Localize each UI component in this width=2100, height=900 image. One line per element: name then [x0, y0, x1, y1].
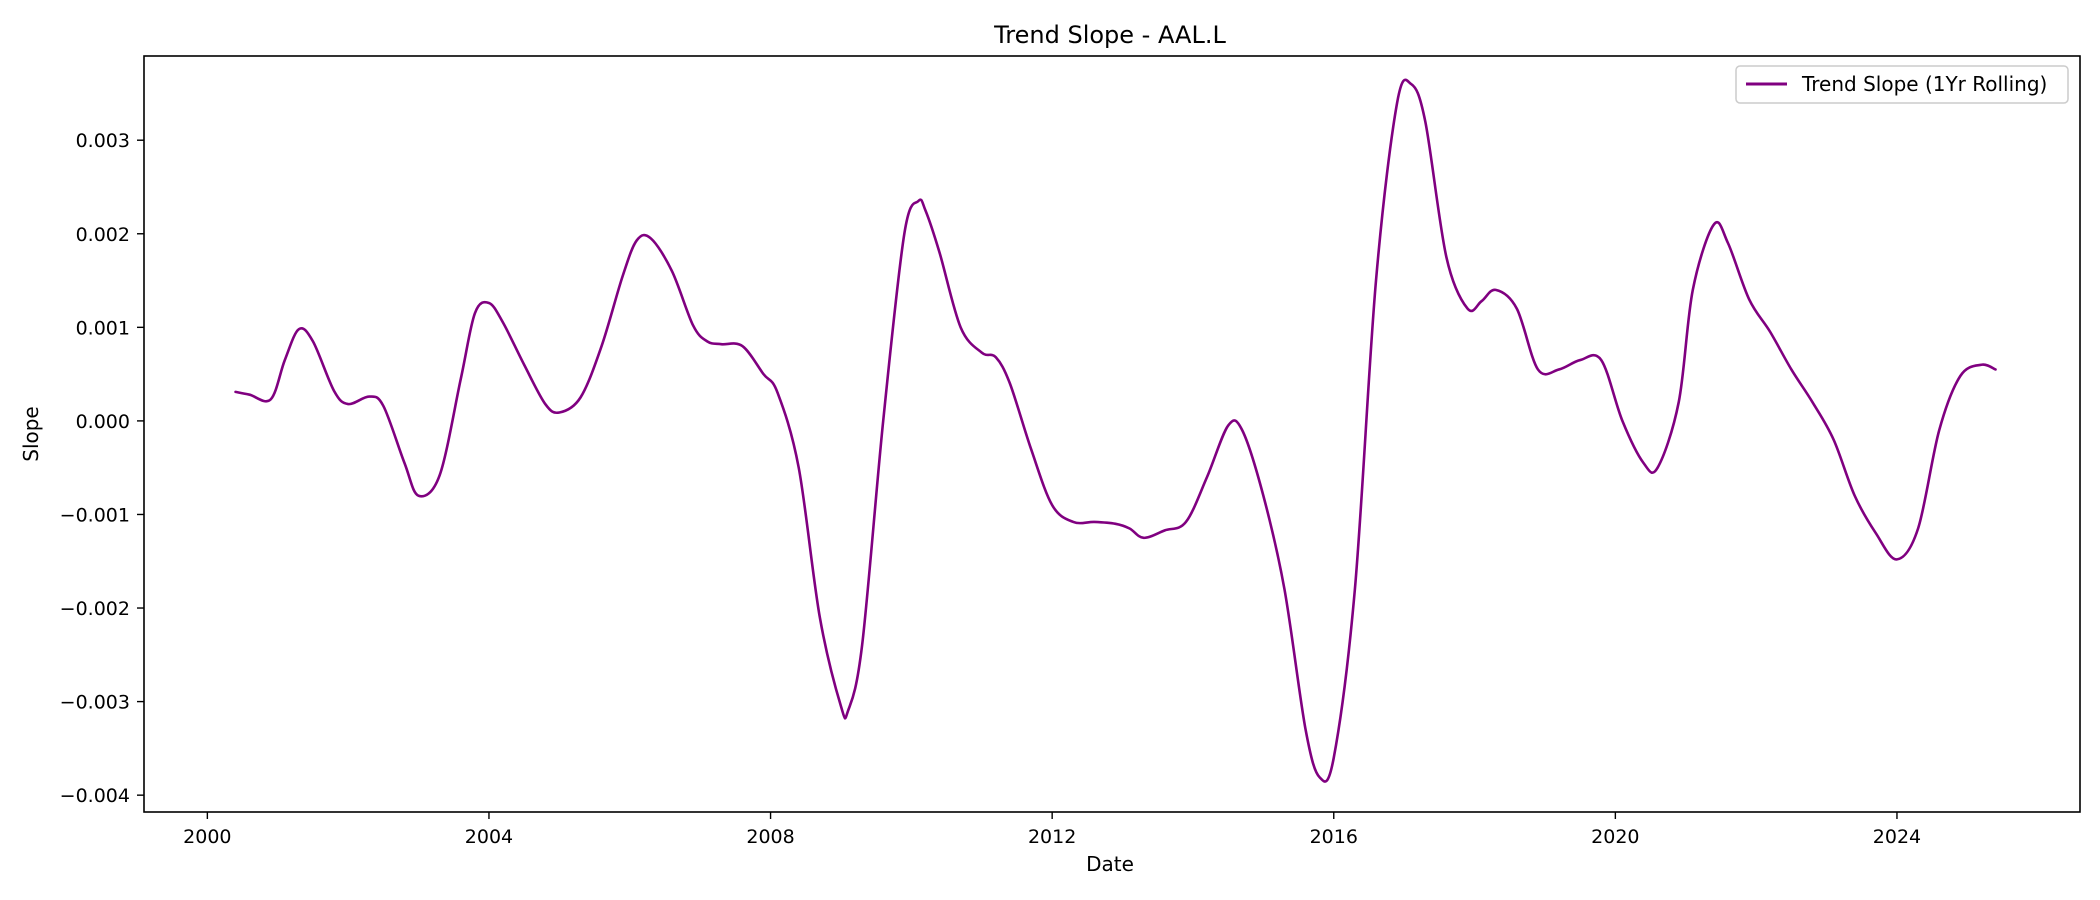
x-axis-title: Date [1086, 852, 1134, 876]
y-tick-label: −0.001 [60, 504, 130, 526]
legend: Trend Slope (1Yr Rolling) [1735, 65, 2069, 104]
y-tick-label: 0.003 [76, 130, 130, 152]
x-tick-label: 2000 [183, 826, 231, 848]
series-layer [234, 78, 1997, 783]
chart-title: Trend Slope - AAL.L [993, 21, 1226, 49]
x-tick-label: 2012 [1028, 826, 1076, 848]
y-axis: 0.003 0.002 0.001 0.000 −0.001 −0.002 −0.003 −0… [60, 130, 144, 807]
y-tick-label: 0.001 [76, 317, 130, 339]
x-tick-label: 2016 [1310, 826, 1358, 848]
series-line-0 [234, 78, 1997, 783]
y-tick-label: −0.004 [60, 785, 130, 807]
y-tick-label: 0.000 [76, 411, 130, 433]
y-tick-label: −0.002 [60, 598, 130, 620]
x-axis: 2000 2004 2008 2012 2016 2020 2024 [183, 812, 1921, 848]
plot-area: 2000 2004 2008 2012 2016 2020 2024 0.0030.0020… [60, 55, 2081, 848]
plot-frame [143, 55, 2081, 813]
legend-box [1735, 65, 2069, 104]
legend-label: Trend Slope (1Yr Rolling) [1801, 72, 2047, 96]
y-axis-title: Slope [19, 406, 43, 462]
x-tick-label: 2020 [1591, 826, 1639, 848]
y-tick-label: 0.002 [76, 224, 130, 246]
x-tick-label: 2024 [1873, 826, 1921, 848]
y-tick-label: −0.003 [60, 692, 130, 714]
x-tick-label: 2008 [746, 826, 794, 848]
x-tick-label: 2004 [465, 826, 513, 848]
